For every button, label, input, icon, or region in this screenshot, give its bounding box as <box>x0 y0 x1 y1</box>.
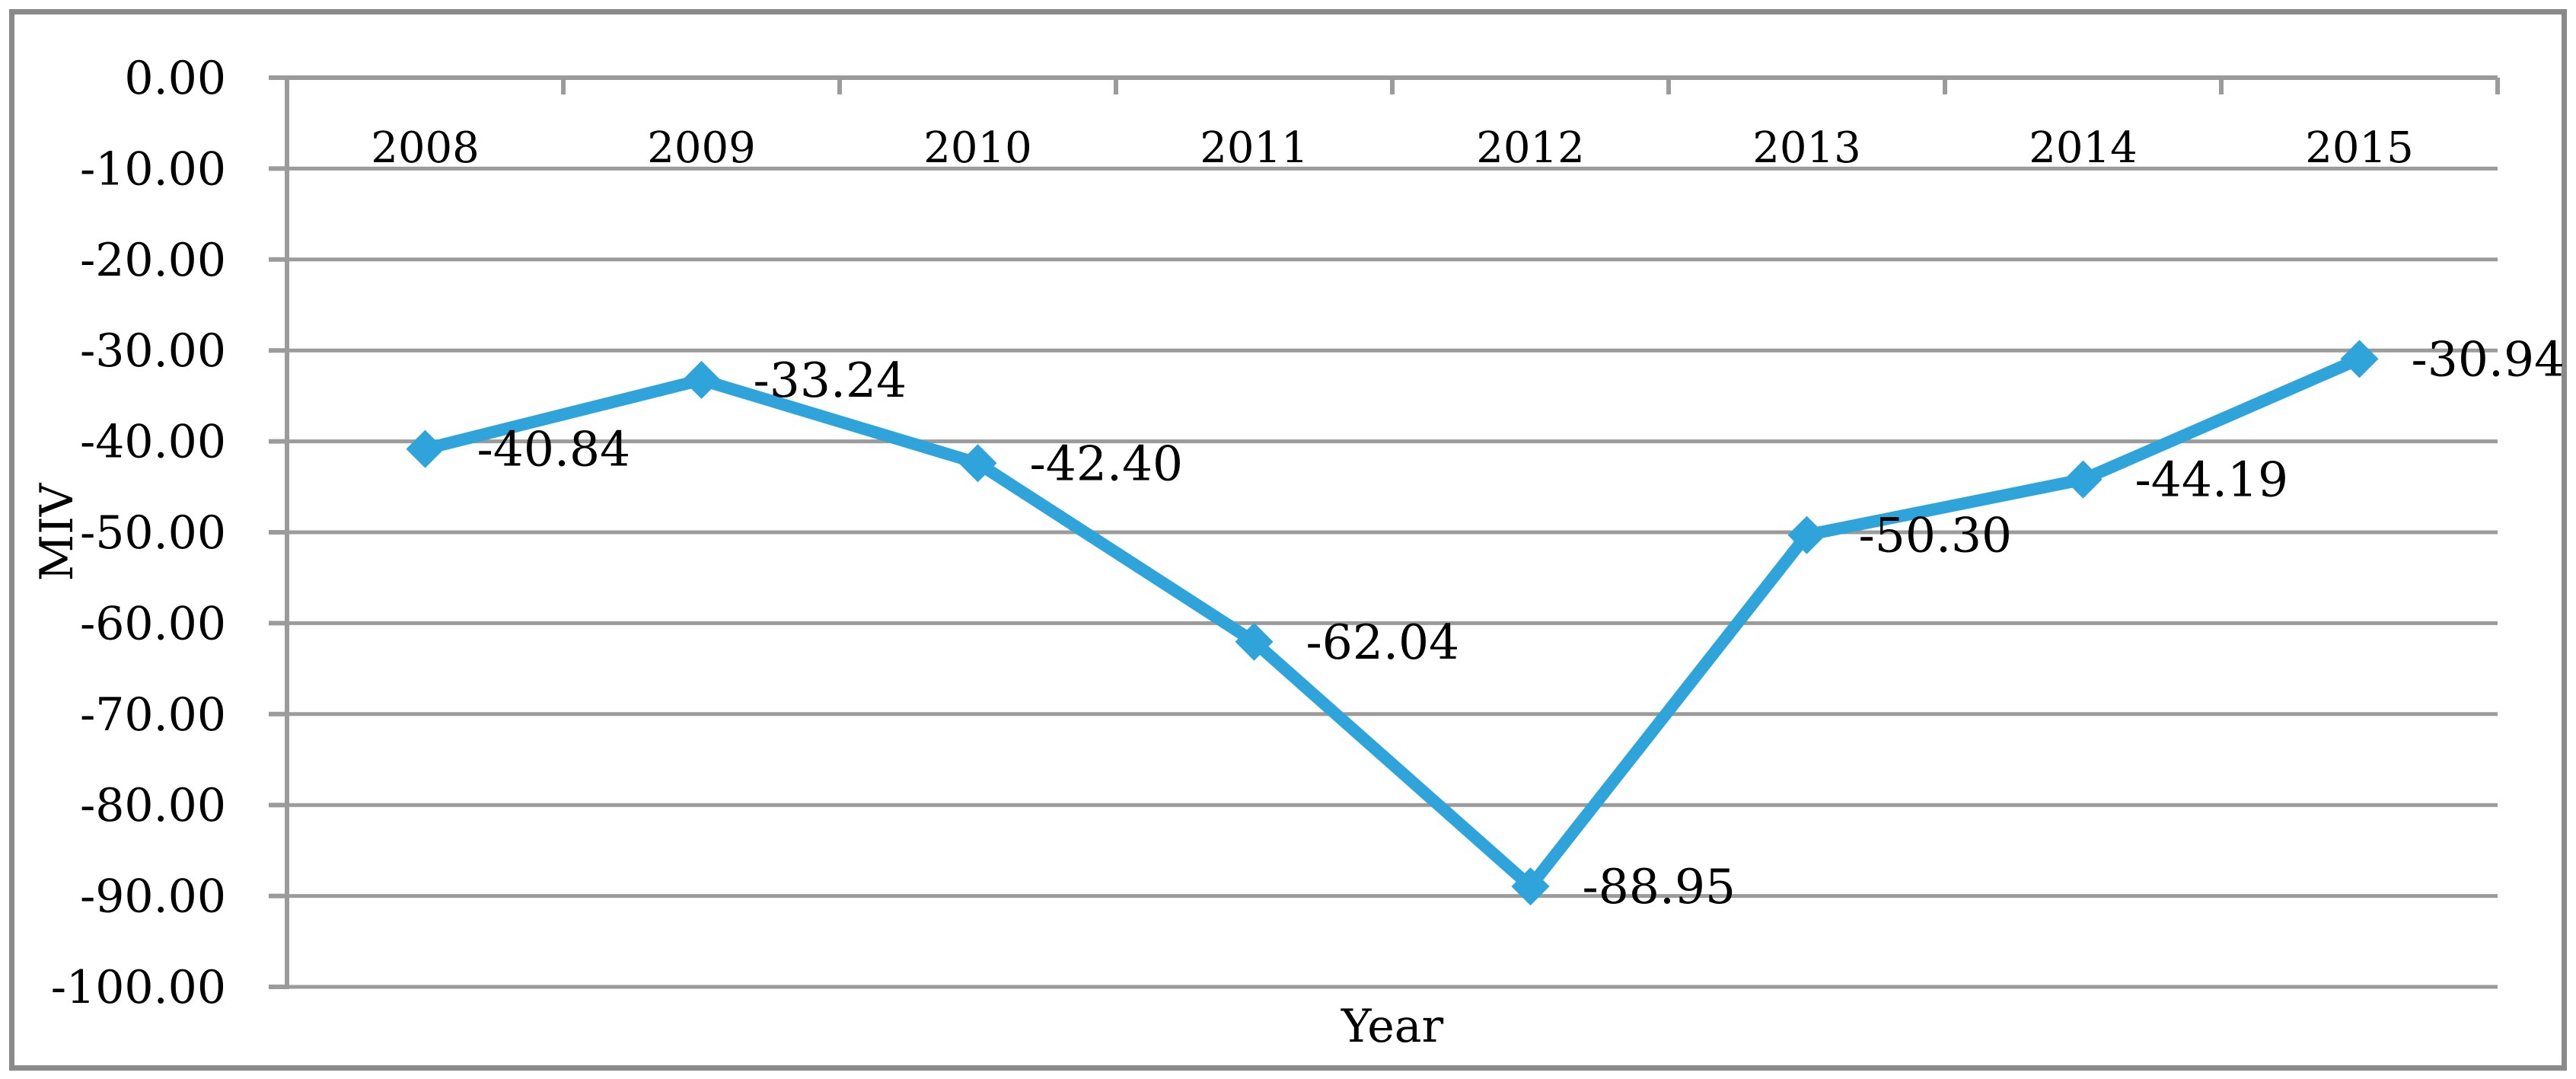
y-tick-label: -70.00 <box>80 688 226 742</box>
x-tick-label: 2010 <box>923 123 1032 173</box>
x-tick-label: 2015 <box>2305 123 2414 173</box>
y-tick-label: -90.00 <box>80 870 226 924</box>
data-label: -88.95 <box>1583 859 1736 915</box>
data-label: -50.30 <box>1859 508 2013 563</box>
x-tick-label: 2011 <box>1200 123 1309 173</box>
x-tick-label: 2012 <box>1476 123 1585 173</box>
x-tick-label: 2008 <box>371 123 480 173</box>
data-point-marker <box>682 360 721 399</box>
data-point-marker <box>406 429 445 468</box>
y-tick-label: -30.00 <box>80 324 226 378</box>
y-tick-label: -50.00 <box>80 506 226 560</box>
data-point-marker <box>1787 516 1826 554</box>
data-point-marker <box>2340 340 2379 378</box>
data-label: -40.84 <box>477 422 631 477</box>
x-tick-label: 2013 <box>1752 123 1861 173</box>
y-tick-labels: 0.00 -10.00 -20.00 -30.00 -40.00 -50.00 -60.00… <box>51 52 226 1014</box>
data-label: -44.19 <box>2135 452 2289 508</box>
y-tick-label: -40.00 <box>80 416 226 469</box>
data-labels: -40.84 -33.24 -42.40 -62.04 -88.95 -50.30 -44.… <box>477 331 2565 915</box>
figure-border <box>9 9 2567 1071</box>
x-tick-label: 2014 <box>2029 123 2138 173</box>
y-tick-label: -100.00 <box>51 961 226 1014</box>
y-tick-label: -20.00 <box>80 234 226 287</box>
x-axis-title: Year <box>1341 1000 1444 1053</box>
gridlines <box>287 75 2498 989</box>
series-path <box>419 353 2366 893</box>
series-line <box>406 340 2379 906</box>
axis-ticks <box>269 75 2500 989</box>
data-label: -62.04 <box>1306 615 1460 670</box>
y-tick-label: -10.00 <box>80 142 226 196</box>
y-tick-label: 0.00 <box>124 52 226 105</box>
data-point-marker <box>958 444 997 483</box>
y-axis-title: MIV <box>30 482 84 581</box>
data-label: -42.40 <box>1030 436 1184 491</box>
data-point-marker <box>2064 460 2103 499</box>
data-label: -33.24 <box>754 353 907 408</box>
y-tick-label: -60.00 <box>80 597 226 650</box>
y-tick-label: -80.00 <box>80 779 226 832</box>
data-label: -30.94 <box>2412 331 2565 387</box>
data-point-marker <box>1235 622 1274 661</box>
x-tick-label: 2009 <box>647 123 756 173</box>
x-tick-labels: 2008 2009 2010 2011 2012 2013 2014 2015 <box>371 123 2414 173</box>
data-point-marker <box>1511 867 1550 906</box>
